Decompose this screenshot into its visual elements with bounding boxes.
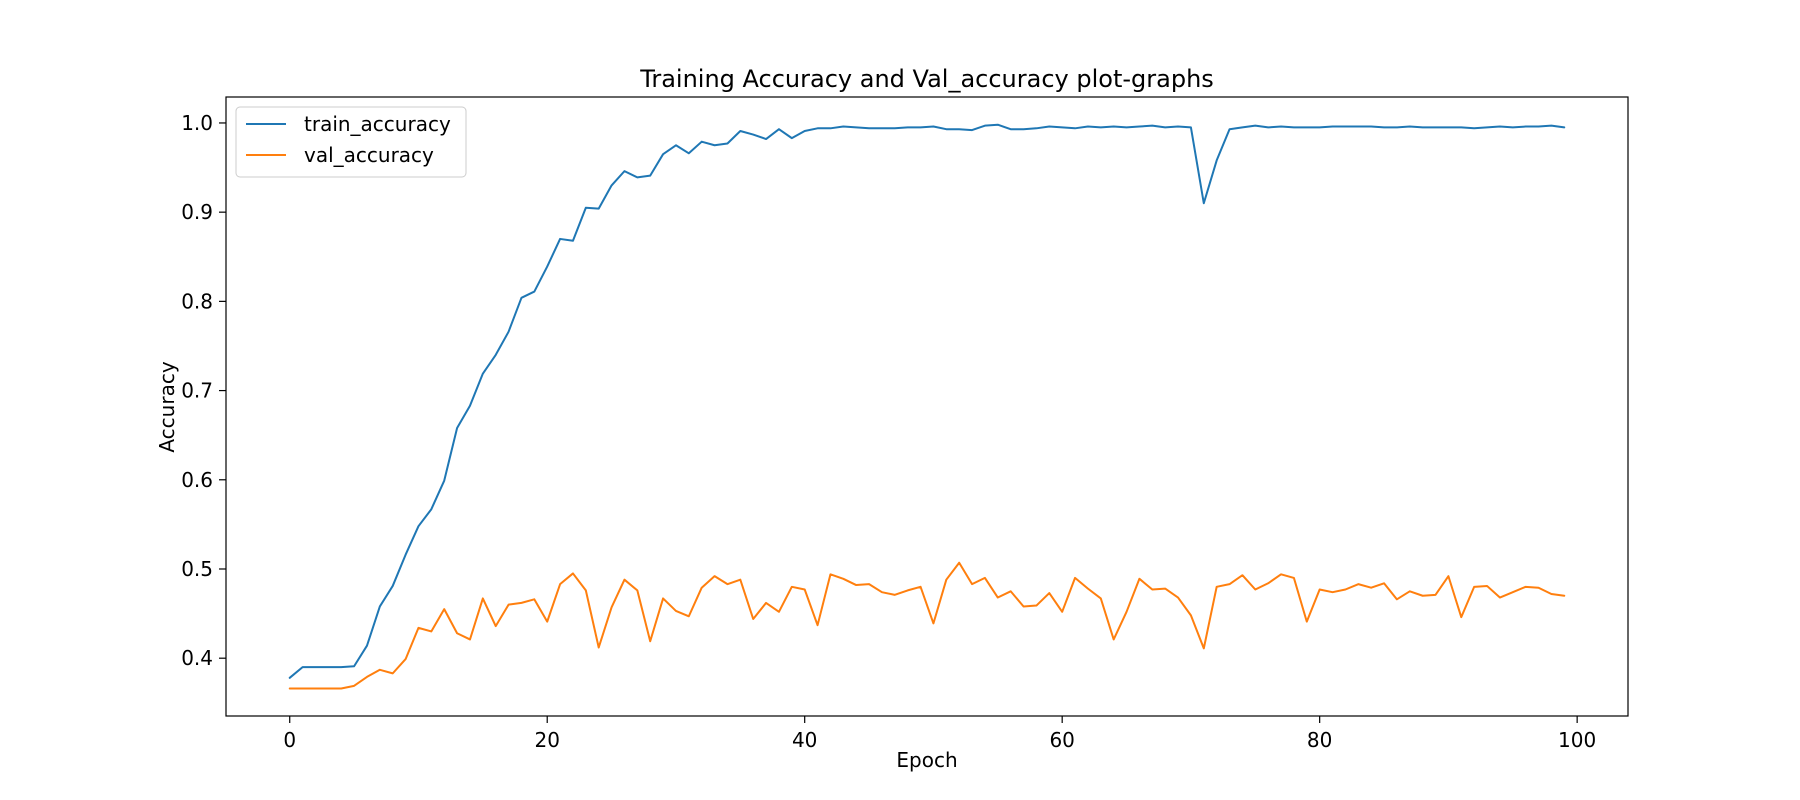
x-axis-ticks: 0 20 40 60 80 100 — [283, 716, 1596, 752]
y-axis-label: Accuracy — [155, 361, 179, 452]
y-tick-label: 0.9 — [181, 200, 213, 224]
y-axis-ticks: 0.4 0.5 0.6 0.7 0.8 0.9 1.0 — [181, 111, 226, 670]
y-tick-label: 0.7 — [181, 379, 213, 403]
y-tick-label: 0.6 — [181, 468, 213, 492]
legend-label-train-accuracy: train_accuracy — [304, 112, 451, 136]
x-tick-label: 0 — [283, 728, 296, 752]
x-tick-label: 100 — [1558, 728, 1596, 752]
y-tick-label: 0.8 — [181, 289, 213, 313]
x-tick-label: 60 — [1049, 728, 1074, 752]
series-layer — [288, 123, 1566, 690]
series-line-val-accuracy — [288, 561, 1566, 690]
chart-title: Training Accuracy and Val_accuracy plot-… — [639, 65, 1214, 93]
y-tick-label: 0.4 — [181, 646, 213, 670]
plot-area: 0 20 40 60 80 100 0.4 0.5 0.6 0.7 0.8 0.9 1.0 — [181, 96, 1629, 752]
x-tick-label: 80 — [1307, 728, 1332, 752]
legend: train_accuracy val_accuracy — [235, 106, 467, 178]
y-tick-label: 0.5 — [181, 557, 213, 581]
legend-items: train_accuracy val_accuracy — [246, 112, 451, 167]
plot-frame — [225, 96, 1629, 717]
x-tick-label: 40 — [792, 728, 817, 752]
legend-box — [235, 106, 467, 178]
x-axis-label: Epoch — [896, 748, 957, 772]
series-line-train-accuracy — [288, 123, 1566, 679]
legend-label-val-accuracy: val_accuracy — [304, 143, 434, 167]
y-tick-label: 1.0 — [181, 111, 213, 135]
x-tick-label: 20 — [534, 728, 559, 752]
